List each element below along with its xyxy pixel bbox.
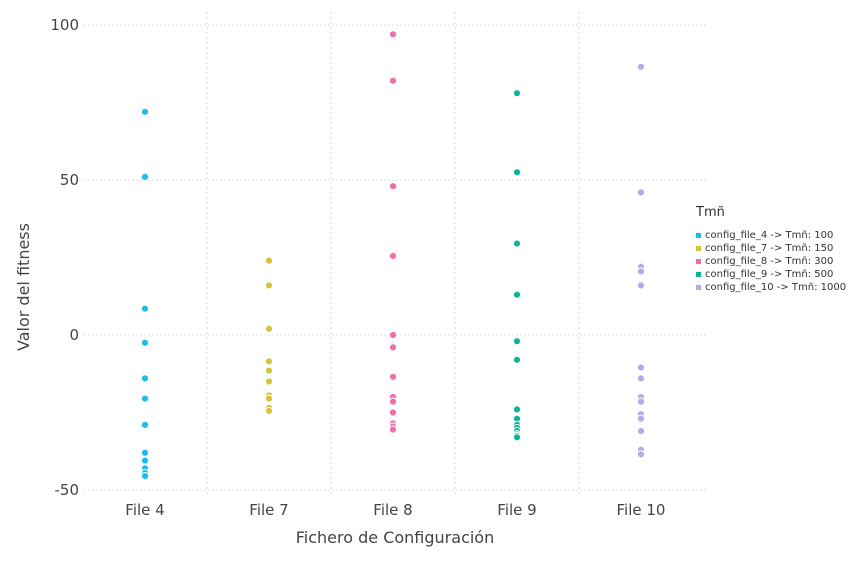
legend-swatch [696, 285, 701, 290]
legend-label: config_file_9 -> Tmñ: 500 [705, 269, 833, 280]
legend: Tmñ config_file_4 -> Tmñ: 100config_file… [695, 205, 846, 293]
data-point [512, 337, 522, 346]
data-point [140, 420, 150, 429]
data-point [140, 471, 150, 481]
data-point [636, 267, 646, 276]
x-tick-label: File 9 [497, 501, 536, 519]
data-point [512, 239, 522, 248]
data-point [388, 372, 398, 381]
data-point [636, 281, 646, 290]
x-tick-label: File 4 [125, 501, 164, 519]
data-point [140, 304, 150, 313]
data-point [140, 394, 150, 403]
legend-swatch [696, 272, 701, 277]
x-axis-title: Fichero de Configuración [296, 528, 494, 547]
data-points [140, 30, 646, 481]
data-point [264, 406, 274, 416]
data-point [512, 433, 522, 442]
data-point [140, 107, 150, 116]
data-point [636, 414, 646, 423]
data-point [388, 408, 398, 417]
y-axis-ticks: 100 50 0 -50 [50, 16, 79, 499]
data-point [264, 357, 274, 366]
data-point [636, 188, 646, 197]
x-axis-ticks: File 4 File 7 File 8 File 9 File 10 [125, 501, 665, 519]
x-tick-label: File 10 [617, 501, 666, 519]
data-point [636, 427, 646, 436]
data-point [388, 343, 398, 352]
data-point [636, 62, 646, 71]
data-point [388, 76, 398, 85]
legend-label: config_file_8 -> Tmñ: 300 [705, 256, 833, 267]
data-point [140, 338, 150, 347]
data-point [140, 172, 150, 181]
data-point [636, 450, 646, 459]
data-point [140, 456, 150, 465]
y-tick-label: -50 [55, 481, 80, 499]
data-point [388, 182, 398, 191]
data-point [264, 366, 274, 375]
data-point [388, 425, 398, 434]
y-tick-label: 100 [50, 16, 79, 34]
data-point [264, 324, 274, 333]
data-point [388, 251, 398, 261]
y-tick-label: 50 [60, 171, 79, 189]
legend-swatch [696, 259, 701, 264]
y-axis-title: Valor del fitness [14, 223, 33, 351]
data-point [264, 394, 274, 403]
data-point [512, 290, 522, 299]
x-tick-label: File 7 [249, 501, 288, 519]
y-tick-label: 0 [69, 326, 79, 344]
data-point [636, 374, 646, 383]
legend-label: config_file_7 -> Tmñ: 150 [705, 243, 833, 254]
data-point [388, 330, 398, 340]
legend-title: Tmñ [695, 205, 725, 220]
data-point [140, 448, 150, 457]
data-point [140, 374, 150, 383]
data-point [512, 168, 522, 177]
data-point [512, 355, 522, 364]
legend-label: config_file_4 -> Tmñ: 100 [705, 230, 833, 241]
data-point [388, 30, 398, 39]
data-point [264, 281, 274, 290]
legend-items: config_file_4 -> Tmñ: 100 config_file_7 -… [696, 230, 846, 293]
data-point [264, 377, 274, 386]
data-point [264, 256, 274, 265]
legend-label: config_file_10 -> Tmñ: 1000 [705, 282, 846, 293]
data-point [512, 405, 522, 414]
data-point [512, 89, 522, 98]
x-tick-label: File 8 [373, 501, 412, 519]
legend-swatch [696, 246, 701, 251]
legend-swatch [696, 233, 701, 238]
data-point [388, 397, 398, 406]
data-point [636, 363, 646, 372]
data-point [636, 397, 646, 406]
